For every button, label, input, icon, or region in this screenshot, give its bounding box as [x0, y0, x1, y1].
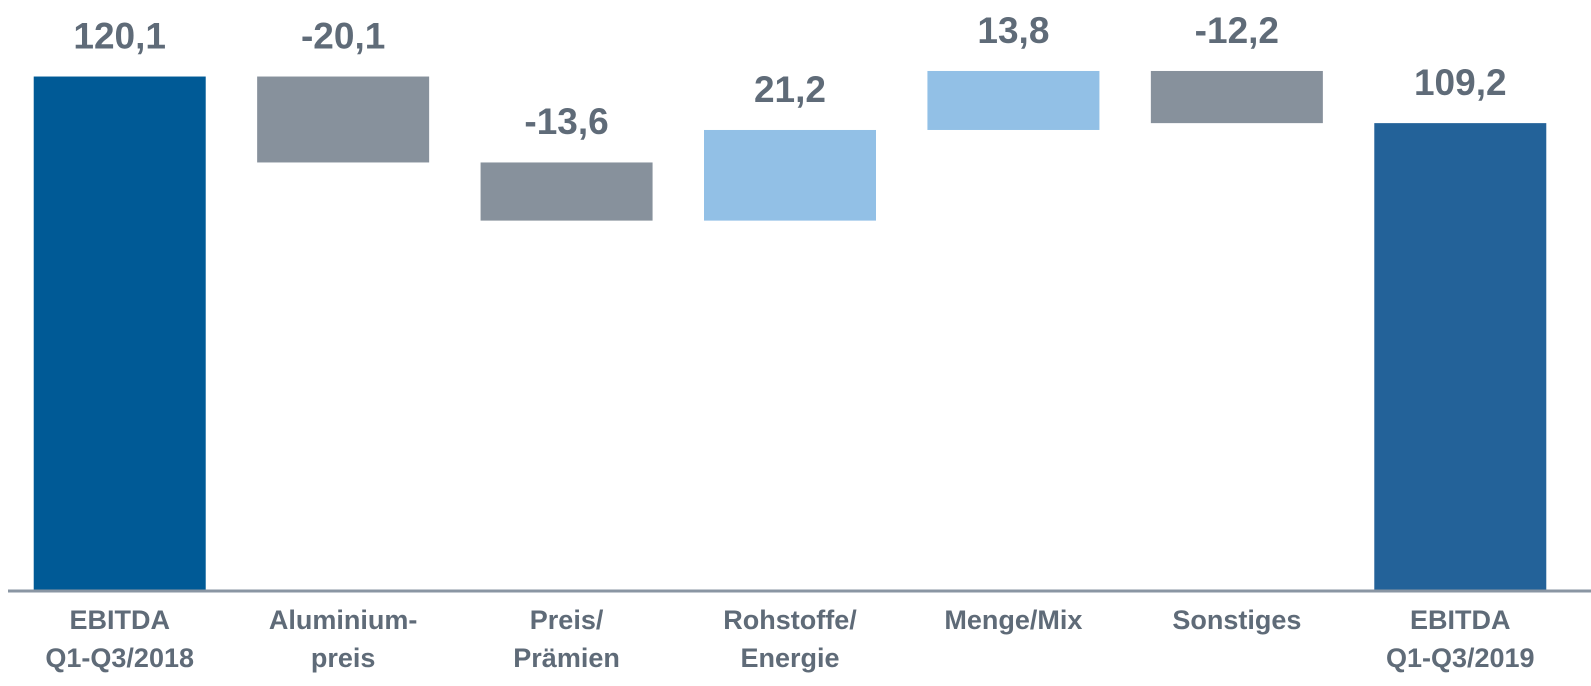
- value-label: -12,2: [1195, 10, 1279, 51]
- bar: [1150, 70, 1323, 124]
- bar: [257, 76, 430, 163]
- value-label: 109,2: [1414, 62, 1507, 103]
- value-label: 120,1: [73, 15, 166, 56]
- bar: [33, 76, 206, 590]
- x-tick-label: Aluminium-: [269, 605, 418, 635]
- bar: [927, 70, 1100, 130]
- x-tick-label: Menge/Mix: [944, 605, 1082, 635]
- bar: [704, 129, 876, 221]
- value-label: -20,1: [301, 15, 385, 56]
- x-tick-label: EBITDA: [1410, 605, 1511, 635]
- x-tick-label: Prämien: [513, 643, 620, 673]
- x-tick-label: Rohstoffe/: [723, 605, 857, 635]
- bar: [1374, 123, 1547, 590]
- x-tick-label: Q1-Q3/2018: [45, 643, 194, 673]
- x-tick-label: Sonstiges: [1172, 605, 1301, 635]
- x-tick-label: Energie: [740, 643, 839, 673]
- x-tick-label: Q1-Q3/2019: [1386, 643, 1535, 673]
- value-label: 21,2: [754, 69, 826, 110]
- value-label: 13,8: [977, 10, 1049, 51]
- x-tick-label: EBITDA: [69, 605, 170, 635]
- value-label: -13,6: [524, 101, 608, 142]
- bar: [480, 162, 653, 221]
- x-tick-label: Preis/: [530, 605, 604, 635]
- x-tick-label: preis: [311, 643, 376, 673]
